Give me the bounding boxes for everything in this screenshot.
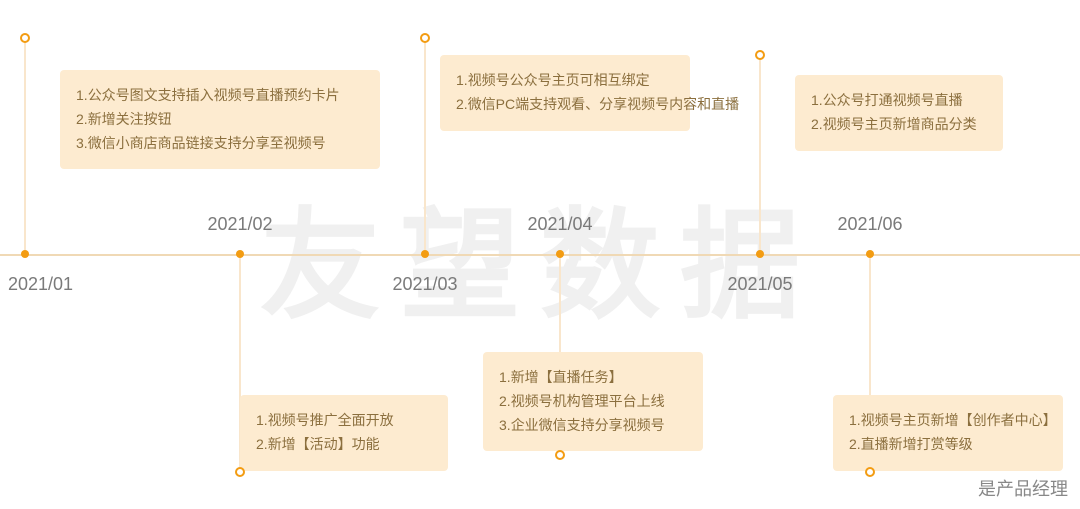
timeline-tick — [21, 250, 29, 258]
timeline-event-item: 微信小商店商品链接支持分享至视频号 — [76, 132, 364, 156]
timeline-event-item: 视频号主页新增【创作者中心】 — [849, 409, 1047, 433]
timeline-tick — [421, 250, 429, 258]
timeline-tick — [756, 250, 764, 258]
timeline-event-box: 公众号打通视频号直播视频号主页新增商品分类 — [795, 75, 1003, 151]
timeline-event-item: 视频号公众号主页可相互绑定 — [456, 69, 674, 93]
timeline-event-item: 公众号图文支持插入视频号直播预约卡片 — [76, 84, 364, 108]
timeline-tick-label: 2021/01 — [8, 274, 73, 295]
timeline-event-box: 视频号推广全面开放新增【活动】功能 — [240, 395, 448, 471]
timeline-event-item: 视频号主页新增商品分类 — [811, 113, 987, 137]
corner-watermark: 是产品经理 — [978, 475, 1068, 501]
timeline-event-box: 视频号主页新增【创作者中心】直播新增打赏等级 — [833, 395, 1063, 471]
connector-end-dot — [755, 50, 765, 60]
timeline-tick-label: 2021/03 — [392, 274, 457, 295]
timeline-event-item: 直播新增打赏等级 — [849, 433, 1047, 457]
timeline-tick — [556, 250, 564, 258]
timeline-event-box: 视频号公众号主页可相互绑定微信PC端支持观看、分享视频号内容和直播 — [440, 55, 690, 131]
timeline-tick — [866, 250, 874, 258]
connector-end-dot — [20, 33, 30, 43]
timeline-connector — [424, 38, 426, 254]
timeline-axis — [0, 254, 1080, 256]
connector-end-dot — [555, 450, 565, 460]
timeline-event-item: 视频号推广全面开放 — [256, 409, 432, 433]
timeline-event-item: 公众号打通视频号直播 — [811, 89, 987, 113]
timeline-connector — [24, 38, 26, 254]
timeline-event-item: 新增关注按钮 — [76, 108, 364, 132]
connector-end-dot — [865, 467, 875, 477]
connector-end-dot — [235, 467, 245, 477]
connector-end-dot — [420, 33, 430, 43]
timeline-tick-label: 2021/05 — [727, 274, 792, 295]
timeline-tick — [236, 250, 244, 258]
timeline-event-item: 微信PC端支持观看、分享视频号内容和直播 — [456, 93, 674, 117]
timeline-event-item: 新增【直播任务】 — [499, 366, 687, 390]
timeline-event-box: 新增【直播任务】视频号机构管理平台上线企业微信支持分享视频号 — [483, 352, 703, 451]
timeline-event-box: 公众号图文支持插入视频号直播预约卡片新增关注按钮微信小商店商品链接支持分享至视频… — [60, 70, 380, 169]
timeline-event-item: 新增【活动】功能 — [256, 433, 432, 457]
timeline-connector — [759, 55, 761, 254]
timeline-tick-label: 2021/04 — [527, 214, 592, 235]
timeline-event-item: 企业微信支持分享视频号 — [499, 414, 687, 438]
timeline-tick-label: 2021/02 — [207, 214, 272, 235]
timeline-tick-label: 2021/06 — [837, 214, 902, 235]
timeline-event-item: 视频号机构管理平台上线 — [499, 390, 687, 414]
